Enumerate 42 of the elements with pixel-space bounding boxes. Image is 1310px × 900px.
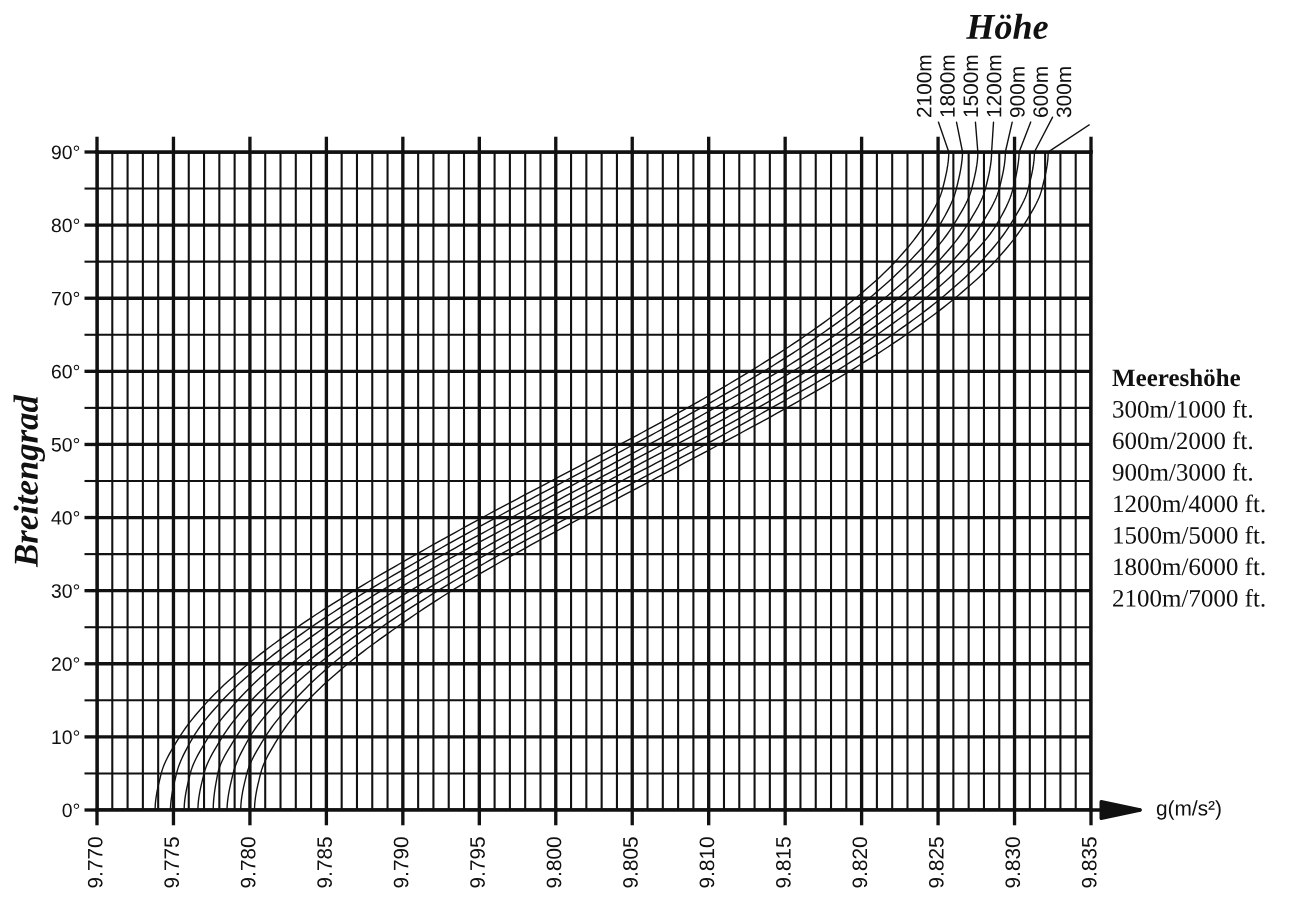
- y-tick-label: 30°: [51, 584, 80, 598]
- x-tick-label: 9.815: [775, 837, 791, 888]
- text: 900m: [1009, 67, 1025, 118]
- text: 600m: [1033, 67, 1049, 117]
- x-tick-label: 9.770: [87, 837, 103, 888]
- x-tick-label: 9.820: [852, 837, 868, 888]
- y-tick-label: 80°: [51, 218, 80, 233]
- x-tick-label: 9.800: [546, 837, 562, 888]
- x-tick-label: 9.790: [393, 837, 409, 888]
- text: 1800m: [940, 55, 955, 117]
- x-tick-label: 9.825: [928, 837, 944, 888]
- text: 300m: [1056, 67, 1072, 118]
- text: 300m/1000 ft.: [1113, 399, 1253, 418]
- y-tick-label: 0°: [62, 803, 80, 818]
- y-tick-label: 40°: [51, 511, 80, 525]
- text: 1800m/6000 ft.: [1114, 557, 1265, 576]
- y-tick-label: 60°: [51, 364, 80, 379]
- x-tick-label: 9.810: [699, 837, 715, 888]
- x-tick-label: 9.835: [1081, 837, 1097, 888]
- x-tick-label: 9.785: [317, 837, 332, 888]
- y-tick-label: 70°: [51, 291, 80, 306]
- y-axis-title: Breitengrad: [13, 394, 45, 568]
- text: 1200m: [986, 55, 1002, 117]
- y-tick-label: 50°: [51, 437, 80, 452]
- x-tick-label: 9.795: [470, 837, 485, 888]
- text: 1200m/4000 ft.: [1114, 494, 1265, 513]
- text: 1500m/5000 ft.: [1114, 525, 1265, 544]
- x-tick-label: 9.805: [623, 837, 638, 888]
- y-tick-label: 90°: [51, 145, 80, 160]
- x-tick-label: 9.775: [164, 837, 180, 888]
- text: 1500m: [963, 55, 979, 117]
- y-tick-label: 20°: [51, 657, 80, 672]
- text: Meereshöhe: [1112, 368, 1241, 387]
- text: 2100m: [916, 55, 932, 117]
- x-tick-label: 9.830: [1005, 837, 1021, 888]
- text: 900m/3000 ft.: [1112, 462, 1253, 481]
- legend-title: Höhe: [966, 13, 1048, 40]
- text: 2100m/7000 ft.: [1113, 588, 1265, 607]
- text: 600m/2000 ft.: [1113, 431, 1253, 450]
- y-tick-label: 10°: [52, 730, 80, 745]
- x-axis-title: g(m/s²): [1156, 800, 1221, 820]
- x-tick-label: 9.780: [240, 837, 256, 888]
